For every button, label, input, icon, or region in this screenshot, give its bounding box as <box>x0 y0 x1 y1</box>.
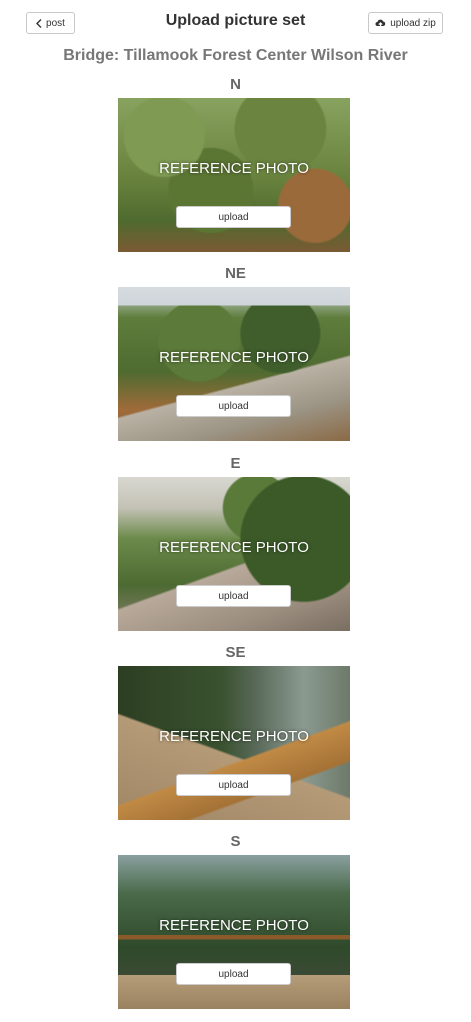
upload-zip-button[interactable]: upload zip <box>368 12 443 34</box>
upload-button[interactable]: upload <box>176 963 291 985</box>
upload-button[interactable]: upload <box>176 206 291 228</box>
direction-label: SE <box>225 644 246 661</box>
top-bar: post Upload picture set upload zip <box>0 0 471 44</box>
picture-set-e: E REFERENCE PHOTO upload <box>0 455 471 644</box>
reference-photo-label: REFERENCE PHOTO <box>159 539 309 556</box>
page-title: Upload picture set <box>165 12 306 29</box>
picture-set-n: N REFERENCE PHOTO upload <box>0 76 471 265</box>
reference-photo: REFERENCE PHOTO upload <box>118 477 350 631</box>
direction-label: N <box>230 76 241 93</box>
picture-set-s: S REFERENCE PHOTO upload <box>0 833 471 1022</box>
reference-photo-label: REFERENCE PHOTO <box>159 349 309 366</box>
reference-photo: REFERENCE PHOTO upload <box>118 287 350 441</box>
upload-button[interactable]: upload <box>176 585 291 607</box>
cloud-upload-icon <box>375 19 386 28</box>
direction-label: NE <box>225 265 246 282</box>
upload-zip-label: upload zip <box>390 17 436 29</box>
reference-photo: REFERENCE PHOTO upload <box>118 666 350 820</box>
reference-photo-label: REFERENCE PHOTO <box>159 917 309 934</box>
upload-button[interactable]: upload <box>176 395 291 417</box>
reference-photo-label: REFERENCE PHOTO <box>159 160 309 177</box>
bridge-subtitle: Bridge: Tillamook Forest Center Wilson R… <box>63 47 408 64</box>
upload-button[interactable]: upload <box>176 774 291 796</box>
direction-label: E <box>230 455 241 472</box>
back-to-post-button[interactable]: post <box>26 12 75 34</box>
direction-label: S <box>230 833 241 850</box>
reference-photo: REFERENCE PHOTO upload <box>118 98 350 252</box>
reference-photo: REFERENCE PHOTO upload <box>118 855 350 1009</box>
picture-set-se: SE REFERENCE PHOTO upload <box>0 644 471 833</box>
back-button-label: post <box>46 17 65 29</box>
reference-photo-label: REFERENCE PHOTO <box>159 728 309 745</box>
picture-set-ne: NE REFERENCE PHOTO upload <box>0 265 471 454</box>
chevron-left-icon <box>36 18 42 28</box>
